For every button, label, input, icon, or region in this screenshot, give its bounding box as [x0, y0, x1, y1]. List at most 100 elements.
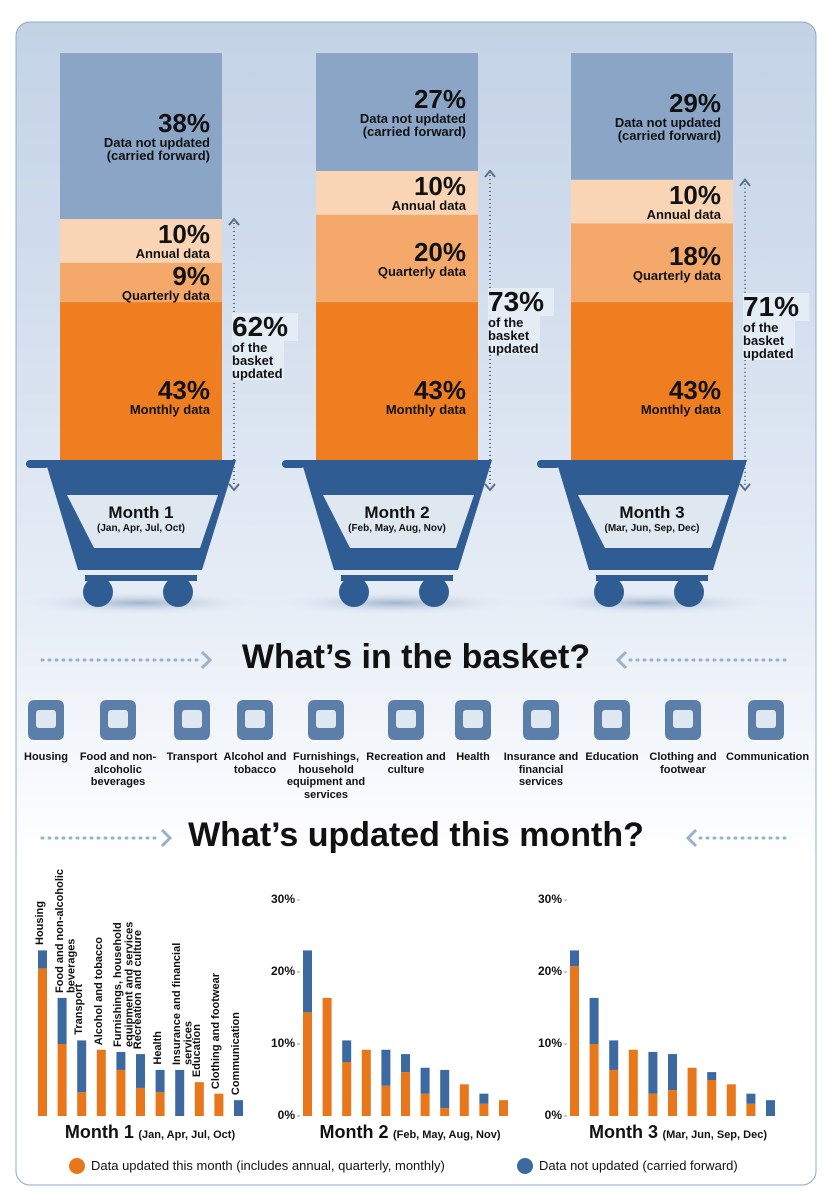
- title: Month 1: [64, 1122, 134, 1142]
- legend-label: Data updated this month (includes annual…: [91, 1158, 445, 1173]
- bar: [57, 1044, 67, 1116]
- arrow-head: [739, 178, 751, 187]
- bar: [499, 1100, 508, 1116]
- item-label: Alcohol and tobacco: [223, 751, 287, 776]
- bar: [648, 1051, 658, 1094]
- bar: [609, 1040, 619, 1070]
- segment-value: 29%: [668, 88, 721, 119]
- segment: [60, 219, 222, 263]
- bar: [570, 966, 579, 1116]
- segment-name: Annual data: [135, 246, 210, 262]
- bar: [77, 1040, 87, 1093]
- legend-label: Data not updated (carried forward): [539, 1158, 738, 1173]
- y-tick-label: 20%: [538, 964, 562, 978]
- bar: [381, 1049, 391, 1086]
- bar: [668, 1054, 677, 1091]
- category-label: Communication: [230, 1012, 242, 1096]
- bar: [766, 1100, 775, 1116]
- bar: [116, 1051, 126, 1070]
- item-icon-detail: [36, 710, 56, 728]
- category-label: Alcohol and tobacco: [92, 936, 105, 1045]
- bar: [342, 1062, 352, 1116]
- segment-name: Monthly data: [640, 401, 721, 417]
- bar: [459, 1084, 469, 1116]
- y-tick-label: 30%: [271, 892, 295, 906]
- item-label: Clothing and footwear: [649, 751, 717, 776]
- subtitle: (Jan, Apr, Jul, Oct): [138, 1129, 236, 1141]
- title: Month 2: [319, 1122, 389, 1142]
- item-icon-detail: [756, 710, 776, 728]
- bar: [38, 968, 47, 1116]
- segment: [571, 179, 733, 224]
- bar: [746, 1103, 756, 1116]
- segment-name: Data not updated (carried forward): [103, 135, 210, 164]
- segment-name: Quarterly data: [121, 287, 210, 303]
- total-value: 71%: [743, 292, 809, 321]
- category-label: Health: [151, 1030, 164, 1065]
- arrow-head: [484, 169, 496, 178]
- bar: [570, 950, 579, 967]
- item-icon-detail: [531, 710, 551, 728]
- bar: [440, 1108, 450, 1116]
- heading: What’s in the basket?: [241, 638, 591, 676]
- segment-label: 43% Monthly data: [316, 302, 466, 490]
- cart-title: Month 3: [619, 503, 685, 522]
- heading-decor: [40, 658, 792, 840]
- category-label: Housing: [34, 901, 46, 946]
- segment: [316, 214, 478, 303]
- bar: [648, 1093, 658, 1116]
- bar: [381, 1085, 391, 1116]
- item-icon-detail: [463, 710, 483, 728]
- segment: [60, 262, 222, 303]
- bar: [303, 1012, 312, 1116]
- segment-label: 9% Quarterly data: [60, 263, 210, 302]
- segment-name: Quarterly data: [377, 263, 466, 279]
- segment-value: 10%: [157, 219, 210, 250]
- bar: [96, 1049, 106, 1116]
- bar: [420, 1067, 430, 1094]
- segment: [571, 53, 733, 180]
- segment-name: Data not updated (carried forward): [359, 110, 466, 139]
- cart-label: Month 3 (Mar, Jun, Sep, Dec): [581, 503, 723, 533]
- bar: [589, 997, 599, 1044]
- arrow-head: [484, 483, 496, 492]
- bar: [214, 1093, 224, 1116]
- bar: [440, 1069, 450, 1109]
- total-value: 73%: [488, 288, 554, 317]
- bar: [194, 1082, 204, 1116]
- chart-title: Month 3 (Mar, Jun, Sep, Dec): [548, 1122, 808, 1143]
- bar: [38, 950, 47, 969]
- bar: [116, 1069, 126, 1116]
- item-icon-detail: [108, 710, 128, 728]
- wheel: [339, 577, 369, 607]
- y-tick-label: 10%: [271, 1036, 295, 1050]
- bar: [401, 1054, 410, 1073]
- segment-label: 10% Annual data: [60, 219, 210, 263]
- category-label: Food and non-alcoholic beverages: [53, 868, 78, 993]
- cart-shadow: [271, 591, 521, 615]
- title: Month 3: [589, 1122, 658, 1142]
- segment-value: 27%: [413, 83, 466, 114]
- legend-swatch: [69, 1158, 85, 1174]
- heading: What’s updated this month?: [188, 816, 644, 854]
- segment: [316, 170, 478, 215]
- segment-name: Annual data: [391, 198, 466, 214]
- wheel: [163, 577, 193, 607]
- segment-label: 43% Monthly data: [571, 302, 721, 490]
- bar: [155, 1092, 165, 1116]
- chart-title: Month 1 (Jan, Apr, Jul, Oct): [20, 1122, 280, 1143]
- subtitle: (Mar, Jun, Sep, Dec): [662, 1129, 767, 1141]
- item-label: Transport: [166, 751, 218, 763]
- wheel: [83, 577, 113, 607]
- segment-label: 20% Quarterly data: [316, 215, 466, 302]
- segment-value: 9%: [172, 260, 210, 291]
- bar: [155, 1069, 165, 1093]
- item-label: Housing: [24, 751, 68, 763]
- item-label: Communication: [726, 751, 810, 763]
- item-label: Furnishings, household equipment and ser…: [286, 751, 366, 801]
- cart-front: [67, 495, 218, 548]
- wheel: [419, 577, 449, 607]
- category-label: Education: [190, 1024, 203, 1078]
- segment-label: 29% Data not updated (carried forward): [571, 53, 721, 180]
- bar: [77, 1092, 87, 1116]
